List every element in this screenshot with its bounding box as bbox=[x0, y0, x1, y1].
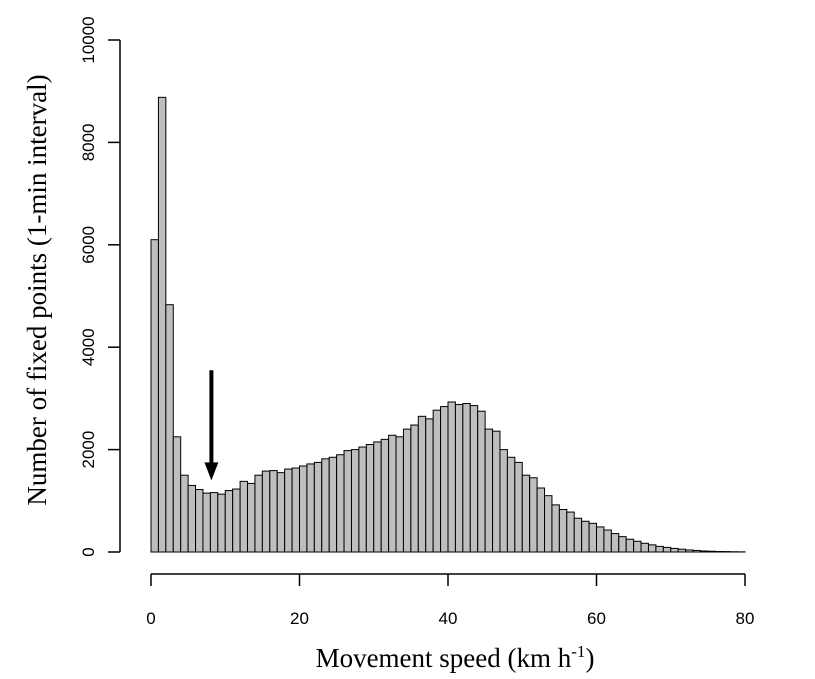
y-tick-label: 8000 bbox=[79, 123, 98, 161]
x-tick-label: 60 bbox=[587, 609, 606, 628]
x-axis-title: Movement speed (km h-1) bbox=[316, 642, 595, 673]
histogram-bar bbox=[350, 449, 360, 553]
histogram-bar bbox=[336, 454, 345, 553]
histogram-bar bbox=[417, 415, 427, 553]
histogram-bar bbox=[699, 550, 709, 553]
histogram-bar bbox=[670, 547, 679, 553]
y-tick-label: 0 bbox=[79, 547, 98, 556]
x-tick-label: 20 bbox=[290, 609, 309, 628]
y-tick-label: 2000 bbox=[79, 431, 98, 469]
histogram-bar bbox=[640, 542, 649, 553]
histogram-bar bbox=[432, 409, 442, 553]
y-tick-label: 4000 bbox=[79, 328, 98, 366]
histogram-bar bbox=[714, 550, 724, 553]
histogram-bar bbox=[544, 495, 553, 553]
histogram-bar bbox=[581, 520, 590, 553]
histogram-bar bbox=[180, 474, 189, 553]
x-tick-label: 40 bbox=[439, 609, 458, 628]
histogram-bar bbox=[328, 456, 338, 553]
histogram-bar bbox=[566, 511, 575, 553]
histogram-bar bbox=[484, 428, 494, 553]
histogram-bar bbox=[499, 449, 508, 553]
histogram-bar bbox=[195, 489, 204, 553]
histogram-bar bbox=[469, 405, 479, 553]
histogram-bar bbox=[232, 488, 241, 553]
histogram-bar bbox=[692, 549, 701, 553]
histogram-bar bbox=[284, 468, 293, 553]
histogram-bar bbox=[633, 540, 642, 553]
histogram-bar bbox=[224, 490, 234, 553]
histogram-bar bbox=[618, 536, 627, 553]
histogram-bar bbox=[313, 461, 323, 553]
histogram-bar bbox=[529, 477, 538, 553]
histogram-bar bbox=[306, 463, 315, 553]
histogram-bar bbox=[373, 441, 382, 553]
histogram-bar bbox=[551, 504, 560, 553]
y-axis-title: Number of fixed points (1-min interval) bbox=[22, 74, 52, 505]
x-axis-title-sup: -1 bbox=[571, 642, 585, 661]
histogram-bar bbox=[172, 436, 182, 553]
histogram-bar bbox=[477, 410, 486, 553]
histogram-bar bbox=[410, 424, 419, 553]
histogram-bar bbox=[150, 239, 159, 553]
histogram-bar bbox=[662, 546, 672, 553]
histogram-bar bbox=[217, 493, 226, 553]
histogram-bar bbox=[388, 434, 397, 553]
histogram-bar bbox=[343, 450, 352, 553]
histogram-bar bbox=[454, 404, 464, 553]
y-tick-label: 6000 bbox=[79, 226, 98, 264]
histogram-bar bbox=[677, 548, 687, 553]
histogram-bar bbox=[685, 549, 694, 553]
histogram-bar bbox=[558, 509, 568, 553]
histogram-bar bbox=[610, 533, 620, 553]
histogram-bar bbox=[157, 96, 167, 553]
histogram-bar bbox=[202, 492, 211, 553]
histogram-bar bbox=[209, 492, 219, 553]
histogram-bar bbox=[299, 465, 308, 553]
histogram-bar bbox=[707, 550, 716, 553]
histogram-bar bbox=[655, 545, 664, 553]
y-tick-label: 10000 bbox=[79, 16, 98, 63]
histogram-bar bbox=[402, 428, 412, 553]
histogram-bar bbox=[440, 406, 449, 553]
histogram-bar bbox=[521, 474, 531, 553]
histogram-bar bbox=[254, 474, 263, 553]
histogram-bar bbox=[165, 304, 174, 553]
histogram-bar bbox=[573, 517, 583, 553]
y-axis: 0 2000 4000 6000 8000 10000 bbox=[79, 16, 121, 557]
histogram-bar bbox=[492, 430, 501, 553]
x-tick-label: 0 bbox=[146, 609, 155, 628]
histogram-bar bbox=[380, 438, 390, 553]
histogram-bar bbox=[291, 467, 301, 553]
x-axis-title-end: ) bbox=[585, 643, 594, 673]
histogram-bar bbox=[395, 436, 404, 553]
histogram-bar bbox=[506, 456, 516, 553]
histogram-bar bbox=[462, 403, 471, 553]
x-tick-label: 80 bbox=[736, 609, 755, 628]
histogram-bar bbox=[647, 544, 657, 553]
x-axis-title-main: Movement speed (km h bbox=[316, 643, 572, 673]
histogram-bar bbox=[603, 529, 612, 553]
histogram-bar bbox=[625, 538, 635, 553]
histogram-bar bbox=[596, 526, 605, 553]
annotation-arrow bbox=[204, 370, 219, 481]
histogram-bar bbox=[276, 472, 286, 553]
histogram-bar bbox=[269, 470, 278, 553]
histogram-bar bbox=[321, 458, 330, 553]
histogram-bar bbox=[187, 484, 197, 553]
histogram-bar bbox=[425, 418, 434, 553]
histogram-bar bbox=[447, 401, 456, 553]
histogram-bar bbox=[588, 522, 598, 553]
histogram-bar bbox=[261, 470, 271, 553]
histogram-bar bbox=[247, 482, 256, 553]
x-axis: 0 20 40 60 80 bbox=[146, 573, 755, 628]
histogram-bar bbox=[358, 446, 367, 553]
histogram-bar bbox=[536, 487, 546, 553]
bars-group bbox=[150, 96, 746, 553]
histogram-bar bbox=[239, 480, 249, 553]
histogram-bar bbox=[365, 443, 375, 553]
histogram-bar bbox=[514, 461, 523, 553]
arrow-head bbox=[204, 462, 219, 481]
